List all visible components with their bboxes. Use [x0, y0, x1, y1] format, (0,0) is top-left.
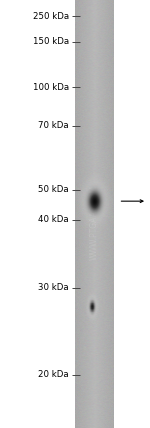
- Text: 250 kDa: 250 kDa: [33, 12, 69, 21]
- Text: WWW.PTGAAB.COM: WWW.PTGAAB.COM: [90, 185, 99, 260]
- Text: 30 kDa: 30 kDa: [38, 283, 69, 292]
- Text: 20 kDa: 20 kDa: [38, 370, 69, 379]
- Text: 100 kDa: 100 kDa: [33, 83, 69, 92]
- Text: 150 kDa: 150 kDa: [33, 37, 69, 46]
- Text: 50 kDa: 50 kDa: [38, 185, 69, 194]
- Text: 70 kDa: 70 kDa: [38, 121, 69, 131]
- Text: 40 kDa: 40 kDa: [38, 215, 69, 225]
